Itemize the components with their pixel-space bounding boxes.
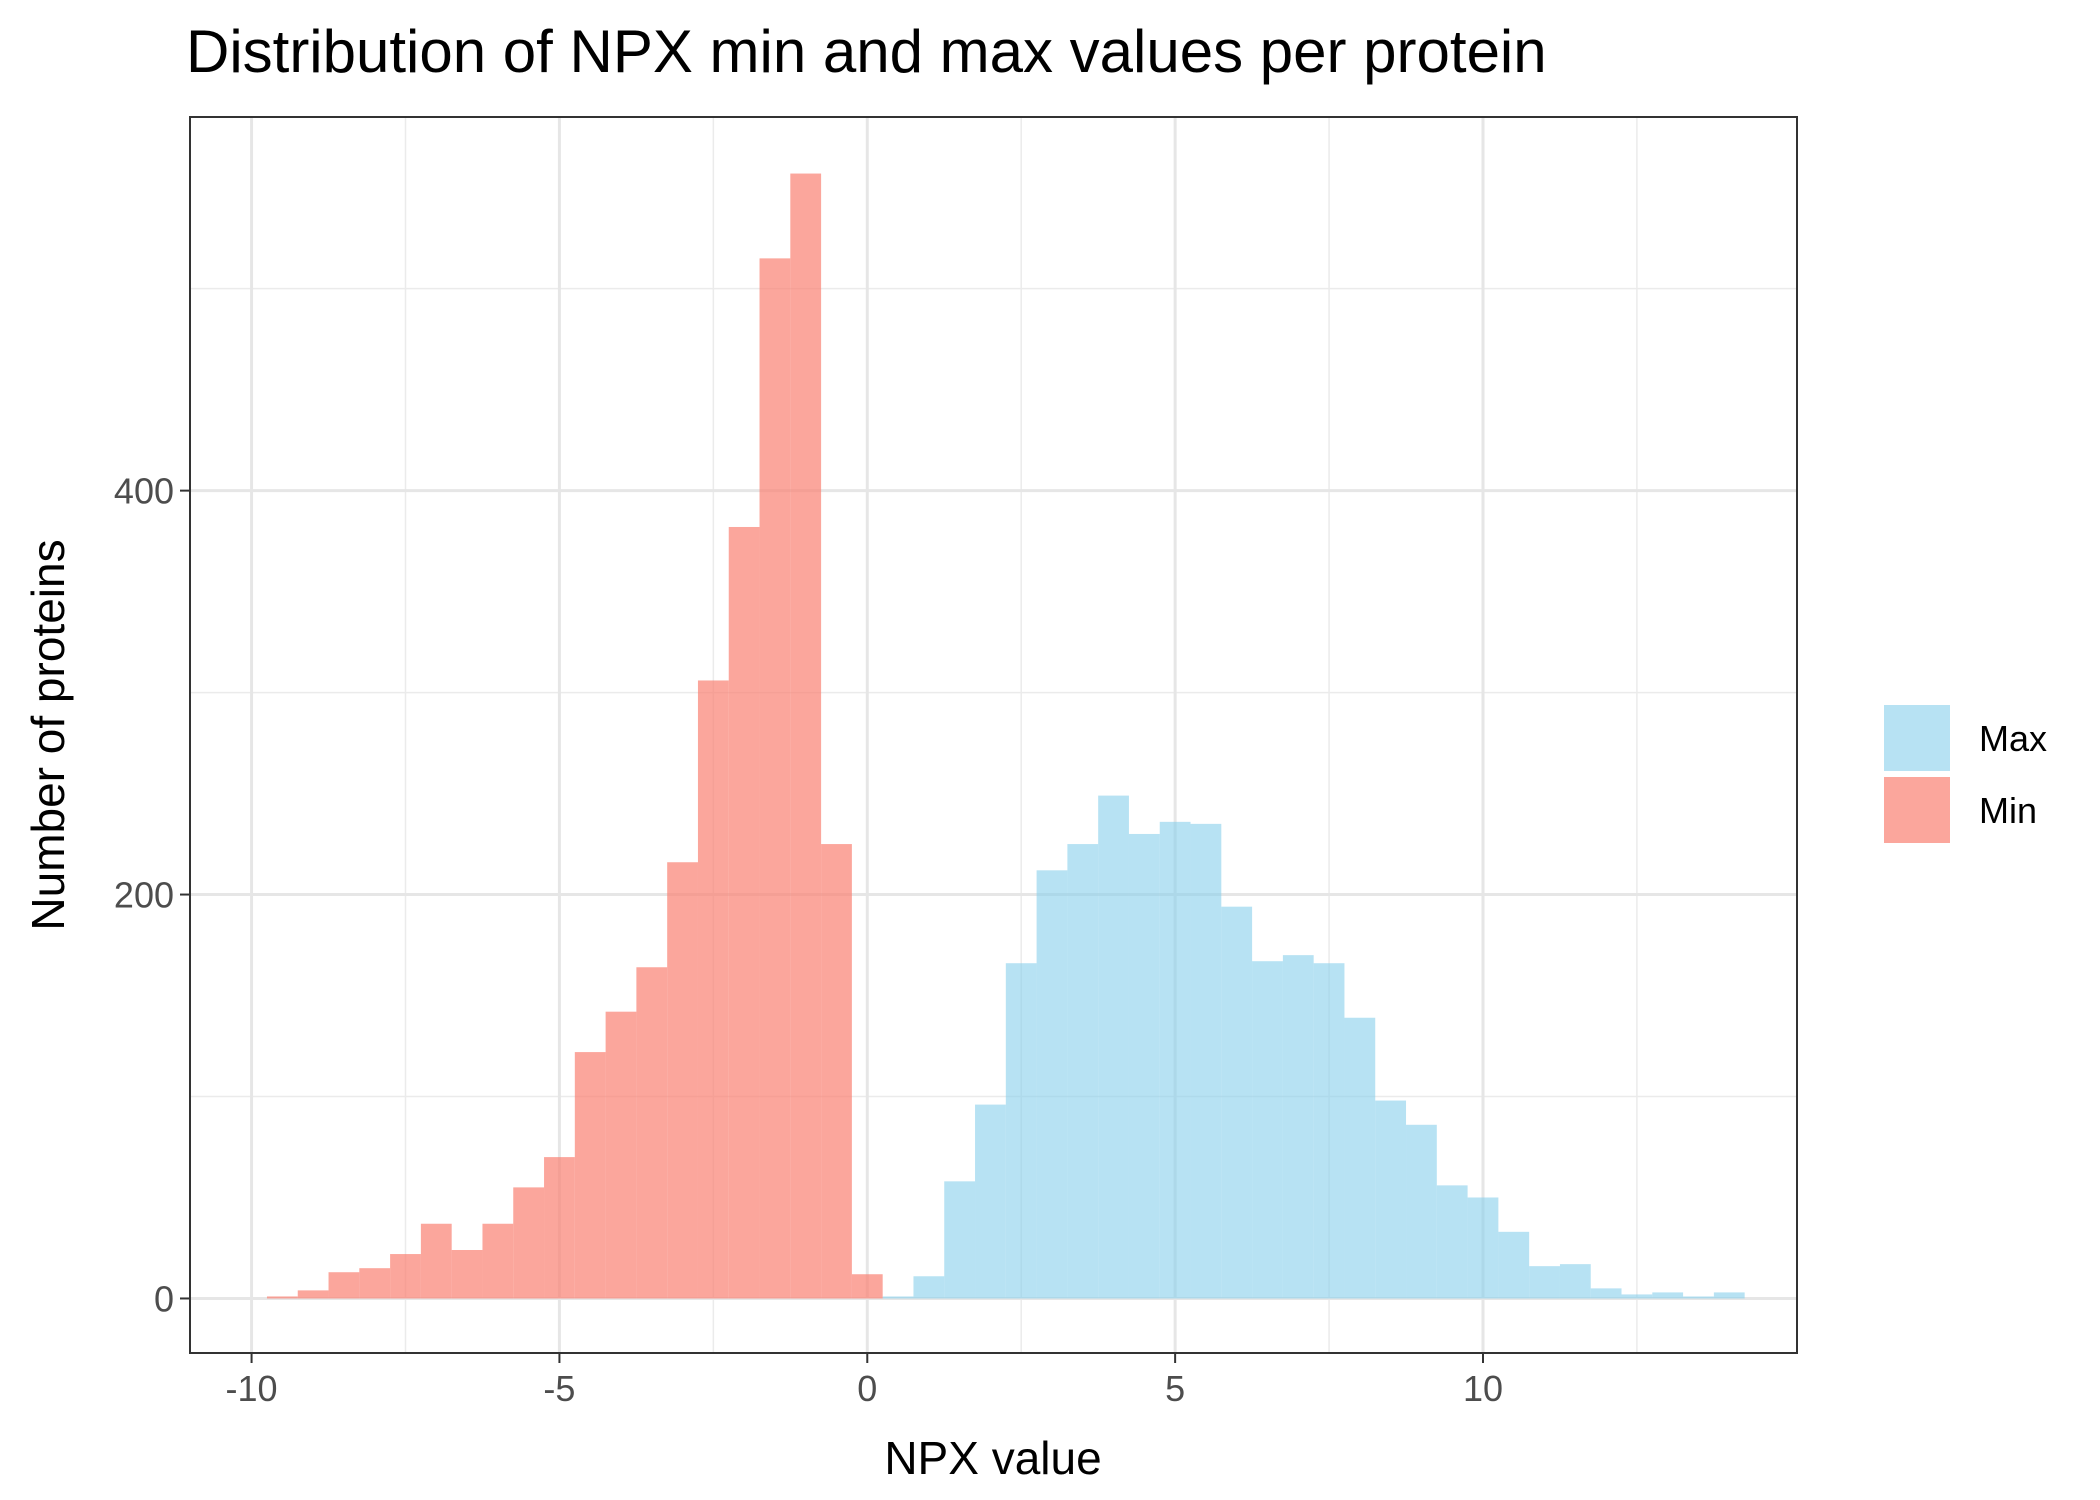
bar-max — [1590, 1288, 1622, 1299]
bar-min — [667, 862, 698, 1299]
chart-title: Distribution of NPX min and max values p… — [186, 18, 1547, 85]
bar-max — [1436, 1185, 1468, 1299]
bar-min — [544, 1157, 575, 1299]
y-tick-label: 400 — [114, 471, 174, 512]
bar-max — [1406, 1124, 1437, 1299]
x-axis: -10 -5 0 5 10 — [226, 1353, 1503, 1409]
bar-max — [1529, 1266, 1560, 1299]
bar-min — [821, 844, 852, 1299]
y-axis: 0 200 400 — [114, 471, 190, 1319]
bar-min — [359, 1268, 391, 1299]
bar-max — [975, 1104, 1006, 1299]
bar-max — [1190, 823, 1222, 1299]
legend-label-min: Min — [1979, 790, 2037, 831]
bar-max — [1005, 963, 1037, 1299]
bar-min — [482, 1223, 514, 1299]
bar-max — [1036, 870, 1068, 1299]
bar-max — [1282, 955, 1314, 1299]
bar-min — [266, 1296, 298, 1299]
plot-border — [189, 116, 1798, 1354]
x-tick-label: -5 — [543, 1368, 575, 1409]
bar-min — [605, 1011, 637, 1299]
x-tick-label: 0 — [857, 1368, 877, 1409]
bar-max — [1221, 906, 1253, 1299]
y-tick-label: 0 — [154, 1278, 174, 1319]
bar-max — [913, 1276, 945, 1299]
bar-min — [390, 1254, 421, 1299]
bar-max — [1375, 1100, 1407, 1299]
bar-min — [513, 1187, 545, 1299]
bar-min — [297, 1290, 329, 1299]
bar-min — [451, 1250, 483, 1299]
bar-min — [851, 1274, 883, 1299]
legend: Max Min — [1884, 705, 2047, 843]
y-axis-title: Number of proteins — [22, 539, 74, 930]
bar-max — [882, 1296, 914, 1299]
bar-max — [1683, 1296, 1714, 1299]
bar-min — [636, 967, 668, 1299]
x-tick-label: 10 — [1463, 1368, 1503, 1409]
bar-max — [944, 1181, 976, 1299]
bar-min — [574, 1052, 606, 1299]
bar-max — [1467, 1197, 1499, 1299]
bar-max — [1128, 833, 1160, 1299]
bar-max — [1713, 1292, 1745, 1299]
bar-max — [1067, 844, 1099, 1299]
legend-key-min — [1884, 777, 1950, 843]
bar-max — [1344, 1017, 1376, 1299]
legend-label-max: Max — [1979, 718, 2047, 759]
bar-max — [1313, 963, 1345, 1299]
x-tick-label: -10 — [226, 1368, 278, 1409]
bar-min — [328, 1272, 360, 1299]
bar-min — [420, 1223, 452, 1299]
x-axis-title: NPX value — [884, 1432, 1101, 1484]
bar-min — [759, 258, 791, 1299]
bar-min — [697, 680, 729, 1299]
major-gridlines — [190, 117, 1797, 1353]
bar-max — [1498, 1231, 1530, 1299]
bar-max — [1559, 1264, 1591, 1299]
bar-max — [1652, 1292, 1684, 1299]
bar-min — [790, 173, 822, 1299]
x-tick-label: 5 — [1165, 1368, 1185, 1409]
bar-min — [728, 526, 760, 1299]
bar-max — [1098, 795, 1129, 1299]
bar-max — [1159, 821, 1191, 1299]
bar-max — [1621, 1294, 1653, 1299]
bar-max — [1252, 961, 1283, 1299]
legend-key-max — [1884, 705, 1950, 771]
y-tick-label: 200 — [114, 875, 174, 916]
histogram-bars — [266, 173, 1745, 1299]
